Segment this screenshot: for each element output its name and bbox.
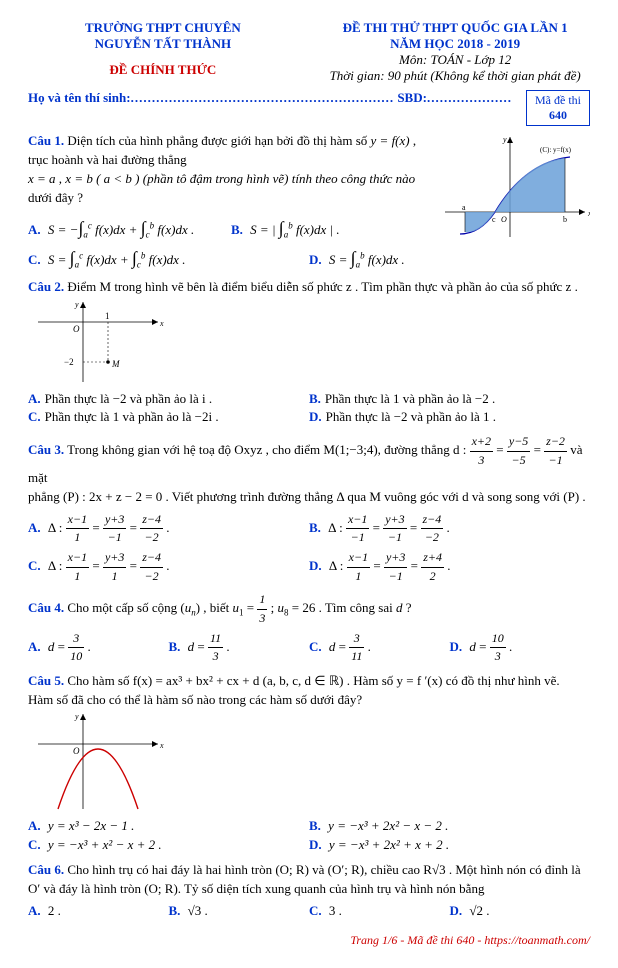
q6-c-text: 3 . bbox=[329, 903, 342, 918]
q2-c-text: Phần thực là 1 và phần ảo là −2i . bbox=[45, 409, 219, 424]
code-value: 640 bbox=[549, 108, 567, 122]
svg-text:O: O bbox=[501, 215, 507, 224]
q3-text-a: Trong không gian với hệ toạ độ Oxyz , ch… bbox=[67, 442, 469, 457]
q5-opt-c: C. y = −x³ + x² − x + 2 . bbox=[28, 836, 309, 855]
question-1: x y O a c b (C): y=f(x) Câu 1. Diện tích… bbox=[28, 132, 590, 272]
sbd-label: SBD: bbox=[397, 90, 427, 105]
q6-opt-c: C. 3 . bbox=[309, 902, 450, 921]
svg-text:−2: −2 bbox=[64, 357, 74, 367]
q4-opt-c: C. d = 311 . bbox=[309, 630, 450, 666]
code-label: Mã đề thi bbox=[535, 93, 581, 107]
svg-text:M: M bbox=[111, 359, 120, 369]
q1-opt-a: A. S = −∫ac f(x)dx + ∫cb f(x)dx . bbox=[28, 215, 231, 242]
q5-label: Câu 5. bbox=[28, 673, 64, 688]
q5-line2: Hàm số đã cho có thể là hàm số nào trong… bbox=[28, 691, 590, 710]
q3-opt-c: C. Δ : x−11 = y+31 = z−4−2 . bbox=[28, 549, 309, 585]
q5-b-text: y = −x³ + 2x² − x − 2 . bbox=[328, 818, 448, 833]
exam-time: Thời gian: 90 phút (Không kể thời gian p… bbox=[320, 68, 590, 84]
svg-text:y: y bbox=[502, 135, 507, 144]
q6-d-text: √2 . bbox=[469, 903, 489, 918]
q3-label: Câu 3. bbox=[28, 442, 64, 457]
q2-opt-a: A.Phần thực là −2 và phần ảo là i . bbox=[28, 390, 309, 409]
q4-opt-d: D. d = 103 . bbox=[450, 630, 591, 666]
exam-title: ĐỀ THI THỬ THPT QUỐC GIA LẦN 1 NĂM HỌC 2… bbox=[320, 20, 590, 52]
question-4: Câu 4. Cho một cấp số cộng (un) , biết u… bbox=[28, 591, 590, 666]
candidate-line: Họ và tên thí sinh:.....................… bbox=[28, 90, 590, 106]
svg-text:x: x bbox=[587, 209, 590, 218]
official-label: ĐỀ CHÍNH THỨC bbox=[28, 62, 298, 78]
q5-d-text: y = −x³ + 2x² + x + 2 . bbox=[329, 837, 449, 852]
q6-opt-b: B. √3 . bbox=[169, 902, 310, 921]
page-footer: Trang 1/6 - Mã đề thi 640 - https://toan… bbox=[28, 933, 590, 948]
q2-opt-c: C.Phần thực là 1 và phần ảo là −2i . bbox=[28, 408, 309, 427]
q2-text: Điểm M trong hình vẽ bên là điểm biểu di… bbox=[67, 279, 577, 294]
q6-text-a: Cho hình trụ có hai đáy là hai hình tròn… bbox=[67, 862, 580, 877]
question-5: Câu 5. Cho hàm số f(x) = ax³ + bx² + cx … bbox=[28, 672, 590, 855]
q6-opt-a: A. 2 . bbox=[28, 902, 169, 921]
q2-b-text: Phần thực là 1 và phần ảo là −2 . bbox=[325, 391, 495, 406]
svg-text:1: 1 bbox=[105, 311, 110, 321]
q2-label: Câu 2. bbox=[28, 279, 64, 294]
subject: Môn: TOÁN - Lớp 12 bbox=[320, 52, 590, 68]
q3-opt-b: B. Δ : x−1−1 = y+3−1 = z−4−2 . bbox=[309, 511, 590, 547]
q1-opt-b: B. S = | ∫ab f(x)dx | . bbox=[231, 215, 434, 242]
svg-text:O: O bbox=[73, 746, 80, 756]
q6-line2: O′ và đáy là hình tròn (O; R). Tỷ số diệ… bbox=[28, 880, 590, 899]
exam-code-box: Mã đề thi 640 bbox=[526, 90, 590, 126]
q1-figure: x y O a c b (C): y=f(x) bbox=[440, 132, 590, 242]
q3-line2: phẳng (P) : 2x + z − 2 = 0 . Viết phương… bbox=[28, 488, 590, 507]
q5-a-text: y = x³ − 2x − 1 . bbox=[48, 818, 135, 833]
q1-fn: y = f(x) bbox=[371, 133, 410, 148]
q5-c-text: y = −x³ + x² − x + 2 . bbox=[48, 837, 162, 852]
q4-opt-a: A. d = 310 . bbox=[28, 630, 169, 666]
q2-opt-b: B.Phần thực là 1 và phần ảo là −2 . bbox=[309, 390, 590, 409]
q1-opt-c: C. S = ∫ac f(x)dx + ∫cb f(x)dx . bbox=[28, 245, 309, 272]
school-name: TRƯỜNG THPT CHUYÊN NGUYỄN TẤT THÀNH bbox=[28, 20, 298, 52]
question-2: Câu 2. Điểm M trong hình vẽ bên là điểm … bbox=[28, 278, 590, 428]
svg-text:y: y bbox=[74, 300, 79, 309]
q5-text-a: Cho hàm số f(x) = ax³ + bx² + cx + d (a,… bbox=[67, 673, 559, 688]
svg-text:b: b bbox=[563, 215, 567, 224]
q6-opt-d: D. √2 . bbox=[450, 902, 591, 921]
q1-label: Câu 1. bbox=[28, 133, 64, 148]
q5-figure: x y O bbox=[28, 709, 590, 814]
q3-opt-d: D. Δ : x−11 = y+3−1 = z+42 . bbox=[309, 549, 590, 585]
q5-opt-a: A. y = x³ − 2x − 1 . bbox=[28, 817, 309, 836]
q6-label: Câu 6. bbox=[28, 862, 64, 877]
q2-d-text: Phần thực là −2 và phần ảo là 1 . bbox=[326, 409, 496, 424]
svg-text:a: a bbox=[462, 203, 466, 212]
q1-opt-d: D. S = ∫ab f(x)dx . bbox=[309, 245, 590, 272]
q3-opt-a: A. Δ : x−11 = y+3−1 = z−4−2 . bbox=[28, 511, 309, 547]
q4-opt-b: B. d = 113 . bbox=[169, 630, 310, 666]
q6-a-text: 2 . bbox=[48, 903, 61, 918]
question-6: Câu 6. Cho hình trụ có hai đáy là hai hì… bbox=[28, 861, 590, 921]
svg-text:x: x bbox=[159, 741, 164, 750]
name-label: Họ và tên thí sinh: bbox=[28, 90, 131, 105]
svg-text:c: c bbox=[492, 215, 496, 224]
q2-opt-d: D.Phần thực là −2 và phần ảo là 1 . bbox=[309, 408, 590, 427]
svg-text:(C): y=f(x): (C): y=f(x) bbox=[540, 146, 572, 154]
q6-b-text: √3 . bbox=[188, 903, 208, 918]
q4-label: Câu 4. bbox=[28, 600, 64, 615]
svg-text:O: O bbox=[73, 324, 80, 334]
q2-a-text: Phần thực là −2 và phần ảo là i . bbox=[45, 391, 212, 406]
question-3: Câu 3. Trong không gian với hệ toạ độ Ox… bbox=[28, 433, 590, 585]
header: TRƯỜNG THPT CHUYÊN NGUYỄN TẤT THÀNH ĐỀ C… bbox=[28, 20, 590, 84]
svg-text:x: x bbox=[159, 319, 164, 328]
q2-figure: x y O 1 −2 M bbox=[28, 297, 590, 387]
q5-opt-b: B. y = −x³ + 2x² − x − 2 . bbox=[309, 817, 590, 836]
svg-text:y: y bbox=[74, 712, 79, 721]
q1-text-a: Diện tích của hình phẳng được giới hạn b… bbox=[67, 133, 370, 148]
q5-opt-d: D. y = −x³ + 2x² + x + 2 . bbox=[309, 836, 590, 855]
